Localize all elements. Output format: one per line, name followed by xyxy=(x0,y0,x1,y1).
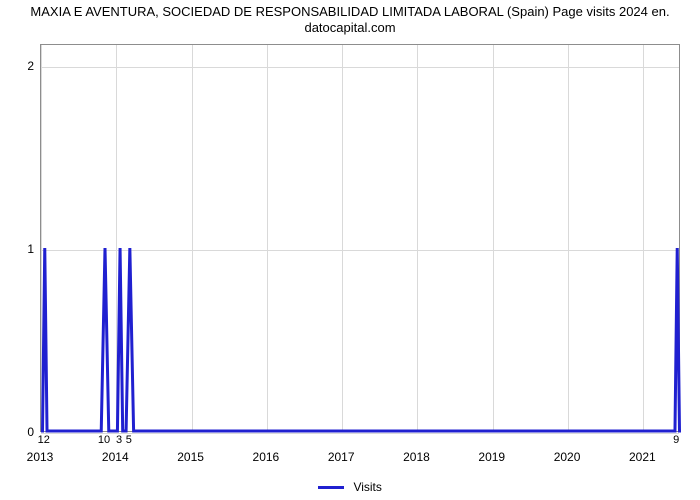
value-label: 5 xyxy=(126,434,132,446)
legend-swatch xyxy=(318,486,344,489)
chart-title: MAXIA E AVENTURA, SOCIEDAD DE RESPONSABI… xyxy=(0,4,700,37)
series-line xyxy=(41,43,681,431)
x-tick-label: 2021 xyxy=(629,450,656,464)
chart-title-line1: MAXIA E AVENTURA, SOCIEDAD DE RESPONSABI… xyxy=(30,4,669,19)
y-tick-label: 0 xyxy=(22,425,34,439)
gridline-h xyxy=(41,433,679,434)
y-tick-label: 2 xyxy=(22,59,34,73)
x-tick-label: 2020 xyxy=(554,450,581,464)
x-tick-label: 2018 xyxy=(403,450,430,464)
x-tick-label: 2013 xyxy=(27,450,54,464)
x-tick-label: 2019 xyxy=(478,450,505,464)
x-tick-label: 2015 xyxy=(177,450,204,464)
value-label: 3 xyxy=(116,434,122,446)
legend-label: Visits xyxy=(353,480,381,494)
x-tick-label: 2014 xyxy=(102,450,129,464)
x-tick-label: 2016 xyxy=(253,450,280,464)
y-tick-label: 1 xyxy=(22,242,34,256)
plot-area xyxy=(40,44,680,432)
value-label: 12 xyxy=(38,434,50,446)
value-label: 10 xyxy=(98,434,110,446)
x-tick-label: 2017 xyxy=(328,450,355,464)
value-label: 9 xyxy=(673,434,679,446)
chart-title-line2: datocapital.com xyxy=(304,20,395,35)
legend: Visits xyxy=(0,480,700,494)
